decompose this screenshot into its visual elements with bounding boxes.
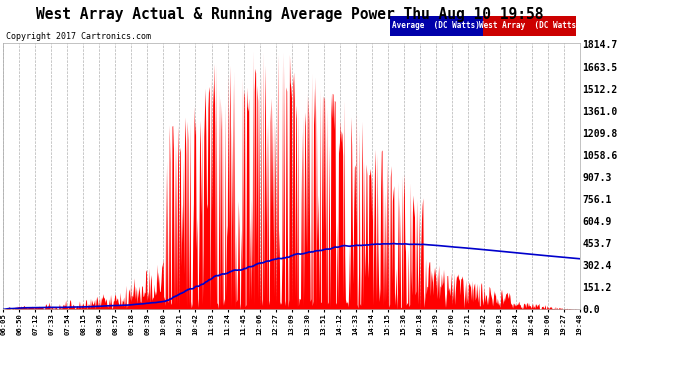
Text: West Array Actual & Running Average Power Thu Aug 10 19:58: West Array Actual & Running Average Powe… xyxy=(36,6,544,22)
Text: West Array  (DC Watts): West Array (DC Watts) xyxy=(479,21,580,30)
Text: Copyright 2017 Cartronics.com: Copyright 2017 Cartronics.com xyxy=(6,32,150,41)
Text: Average  (DC Watts): Average (DC Watts) xyxy=(393,21,480,30)
